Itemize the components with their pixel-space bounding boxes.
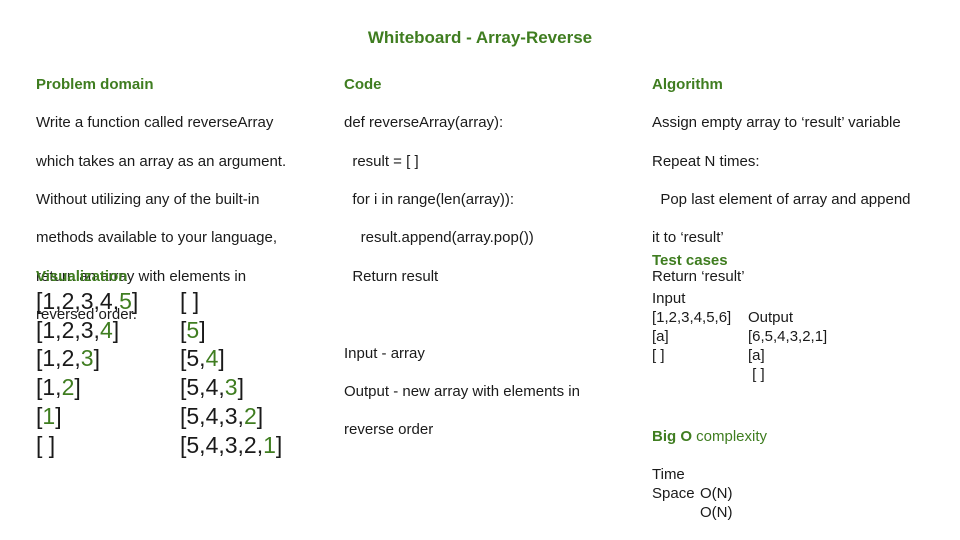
problem-line: return an array with elements in xyxy=(36,267,247,285)
array-text: ] xyxy=(55,402,62,429)
algorithm-line: it to ‘result’ xyxy=(652,229,724,247)
problem-domain-heading: Problem domain xyxy=(36,76,154,93)
algorithm-line: Return ‘result’ xyxy=(652,267,745,285)
problem-line: methods available to your language, xyxy=(36,229,277,247)
big-o-value: O(N) xyxy=(700,504,733,522)
highlighted-element: 5 xyxy=(186,316,200,343)
array-text: [1,2,3,4, xyxy=(36,288,120,314)
code-line: Output - new array with elements in xyxy=(344,383,580,401)
highlighted-element: 4 xyxy=(205,345,219,372)
array-text: ] xyxy=(275,431,283,458)
array-text: ] xyxy=(237,374,244,401)
test-case-input: [1,2,3,4,5,6] xyxy=(652,309,732,327)
visualization-heading: Visualization xyxy=(36,268,128,285)
array-text: ] xyxy=(218,345,225,372)
problem-line: which takes an array as an argument. xyxy=(36,152,287,170)
algorithm-heading: Algorithm xyxy=(652,76,723,93)
test-case-row: [ ] [ ] xyxy=(652,327,765,385)
highlighted-element: 2 xyxy=(243,402,257,429)
code-line: Return result xyxy=(344,267,439,285)
code-text: def reverseArray(array): result = [ ] fo… xyxy=(344,94,580,459)
big-o-label: Time xyxy=(652,466,685,484)
algorithm-line: Repeat N times: xyxy=(652,152,760,170)
highlighted-element: 1 xyxy=(42,402,56,429)
big-o-heading: Big O complexity xyxy=(652,427,767,446)
code-line: for i in range(len(array)): xyxy=(344,191,515,209)
test-cases-heading: Test cases xyxy=(652,252,728,269)
array-text: ] xyxy=(199,316,206,343)
array-text: [1,2, xyxy=(36,345,81,372)
input-array: [1,2,3,4] xyxy=(36,316,119,345)
array-text: [ ] xyxy=(180,288,200,314)
array-text: [5,4,3,2, xyxy=(180,431,264,458)
array-text: [5, xyxy=(180,345,206,372)
code-line: def reverseArray(array): xyxy=(344,114,504,132)
problem-domain-text: Write a function called reverseArray whi… xyxy=(36,94,286,344)
result-array: [5] xyxy=(180,316,206,345)
algorithm-text: Assign empty array to ‘result’ variable … xyxy=(652,94,911,305)
result-array: [5,4,3,2,1] xyxy=(180,431,282,460)
input-array: [1,2,3] xyxy=(36,344,100,373)
problem-line: reversed order. xyxy=(36,306,137,324)
code-heading: Code xyxy=(344,76,382,93)
highlighted-element: 5 xyxy=(119,288,132,314)
big-o-heading-bold: Big O xyxy=(652,428,692,445)
array-text: [ xyxy=(36,402,43,429)
big-o-value: O(N) xyxy=(700,485,733,503)
highlighted-element: 3 xyxy=(224,374,238,401)
result-array: [5,4,3] xyxy=(180,373,244,402)
code-line: reverse order xyxy=(344,421,434,439)
array-text: ] xyxy=(93,345,100,372)
input-array: [1] xyxy=(36,402,62,431)
test-cases-output-header: Output xyxy=(748,309,794,327)
big-o-label: Space xyxy=(652,485,695,503)
highlighted-element: 4 xyxy=(99,316,113,343)
array-text: [ ] xyxy=(36,431,56,458)
code-line xyxy=(344,305,580,324)
array-text: [1, xyxy=(36,374,62,401)
highlighted-element: 3 xyxy=(80,345,94,372)
problem-line: Without utilizing any of the built-in xyxy=(36,191,260,209)
array-text: [ xyxy=(180,316,187,343)
result-array: [ ] xyxy=(180,287,199,316)
array-text: ] xyxy=(256,402,264,429)
test-cases-header-row: Input Output xyxy=(652,270,793,328)
array-text: ] xyxy=(74,374,81,401)
test-cases-input-header: Input xyxy=(652,290,686,308)
test-case-output: [a] xyxy=(748,347,765,365)
test-case-input: [ ] xyxy=(652,347,665,365)
code-line: result.append(array.pop()) xyxy=(344,229,534,247)
code-line: result = [ ] xyxy=(344,152,419,170)
problem-line: Write a function called reverseArray xyxy=(36,114,274,132)
test-case-input: [a] xyxy=(652,328,669,346)
highlighted-element: 2 xyxy=(61,374,75,401)
test-case-output: [ ] xyxy=(748,366,765,384)
test-case-row: [1,2,3,4,5,6] [6,5,4,3,2,1] xyxy=(652,289,827,347)
input-array: [1,2,3,4,5] xyxy=(36,287,138,316)
page-title: Whiteboard - Array-Reverse xyxy=(367,28,593,47)
test-case-row: [a] [a] xyxy=(652,308,765,366)
array-text: [5,4, xyxy=(180,374,225,401)
array-text: [5,4,3, xyxy=(180,402,244,429)
array-text: ] xyxy=(112,316,120,343)
input-array: [1,2] xyxy=(36,373,81,402)
code-line: Input - array xyxy=(344,344,425,362)
algorithm-line: Assign empty array to ‘result’ variable xyxy=(652,114,901,132)
input-array: [ ] xyxy=(36,431,55,460)
highlighted-element: 1 xyxy=(263,431,276,458)
big-o-row: Space O(N) xyxy=(652,465,733,523)
array-text: ] xyxy=(131,288,139,314)
big-o-row: Time O(N) xyxy=(652,446,733,504)
big-o-heading-light: complexity xyxy=(692,428,768,445)
test-case-output: [6,5,4,3,2,1] xyxy=(748,328,828,346)
result-array: [5,4] xyxy=(180,344,225,373)
algorithm-line: Pop last element of array and append xyxy=(652,191,911,209)
result-array: [5,4,3,2] xyxy=(180,402,263,431)
array-text: [1,2,3, xyxy=(36,316,100,343)
